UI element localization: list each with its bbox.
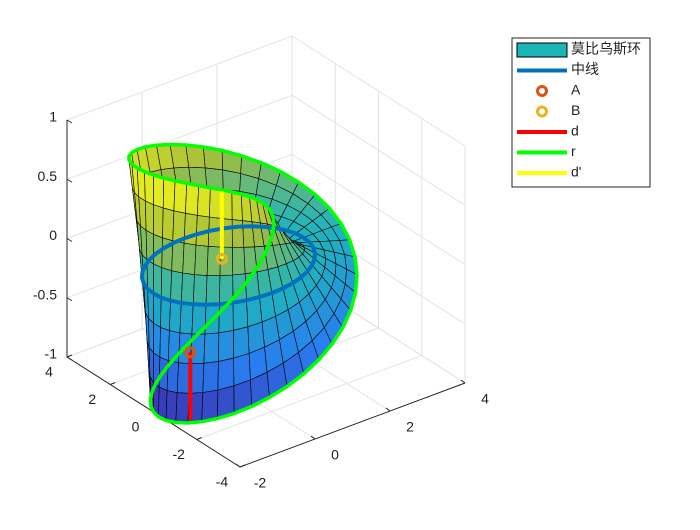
z-tick bbox=[66, 178, 73, 183]
y-tick bbox=[66, 354, 73, 358]
surface-patch bbox=[158, 386, 168, 421]
surface-patch bbox=[231, 191, 243, 222]
z-tick bbox=[66, 238, 73, 242]
y-tick bbox=[110, 382, 116, 385]
surface-patch bbox=[160, 297, 171, 332]
surface-patch bbox=[180, 272, 195, 305]
edge bbox=[127, 142, 359, 425]
z-tick-label: -0.5 bbox=[33, 286, 57, 302]
surface-patch bbox=[208, 187, 222, 219]
surface-patch bbox=[160, 267, 173, 302]
surface-patch bbox=[165, 390, 178, 423]
legend-label: d' bbox=[571, 164, 581, 180]
z-tick-label: 0.5 bbox=[38, 168, 58, 184]
surface-patch bbox=[144, 171, 154, 206]
surface-patch bbox=[218, 330, 234, 362]
surface-patch bbox=[148, 317, 154, 354]
y-tick bbox=[239, 464, 246, 468]
x-tick-label: 4 bbox=[481, 391, 489, 407]
z-tick bbox=[66, 297, 73, 302]
surface-patch bbox=[231, 219, 245, 248]
y-tick-label: -4 bbox=[216, 474, 229, 490]
legend-box bbox=[511, 37, 651, 188]
z-tick bbox=[66, 356, 73, 361]
x-tick-label: 2 bbox=[406, 419, 414, 435]
surface-patch bbox=[201, 389, 219, 423]
surface-patch bbox=[185, 182, 200, 216]
y-tick-label: 0 bbox=[132, 419, 140, 435]
surface-patch bbox=[173, 180, 188, 214]
surface-patch bbox=[162, 207, 175, 242]
z-tick-label: 1 bbox=[49, 109, 57, 125]
legend-swatch bbox=[536, 85, 548, 97]
legend-swatch bbox=[516, 42, 568, 58]
surface-patch bbox=[169, 300, 182, 334]
legend-label: d bbox=[571, 123, 579, 139]
x-tick-label: 0 bbox=[331, 447, 339, 463]
surface-patch bbox=[192, 274, 208, 306]
surface-patch bbox=[153, 204, 164, 239]
surface-patch bbox=[232, 326, 250, 359]
surface-patch bbox=[162, 177, 176, 212]
surface-patch bbox=[222, 169, 241, 192]
surface-patch bbox=[194, 244, 209, 276]
surface-patch bbox=[153, 174, 165, 209]
legend-label: r bbox=[571, 143, 576, 159]
x-tick bbox=[235, 463, 241, 468]
surface-patch bbox=[175, 392, 190, 424]
surface-patch bbox=[144, 200, 154, 235]
point bbox=[184, 346, 197, 359]
surface-patch bbox=[179, 302, 194, 335]
y-tick-label: -2 bbox=[173, 446, 186, 462]
legend-swatch bbox=[536, 105, 548, 118]
y-tick-label: 4 bbox=[45, 364, 53, 380]
legend-label: 中线 bbox=[571, 61, 599, 77]
x-tick bbox=[385, 407, 391, 412]
legend-label: 莫比乌斯环 bbox=[571, 41, 641, 57]
x-tick bbox=[310, 435, 316, 440]
surface-patch bbox=[170, 270, 184, 304]
y-tick bbox=[196, 437, 202, 440]
surface-patch bbox=[182, 242, 197, 275]
surface-patch bbox=[217, 357, 235, 391]
x-tick-label: -2 bbox=[254, 475, 267, 491]
legend-label: A bbox=[571, 82, 581, 98]
y-tick-label: 2 bbox=[88, 391, 96, 407]
surface-patch bbox=[203, 332, 220, 364]
z-tick bbox=[66, 119, 73, 124]
surface bbox=[128, 144, 358, 424]
surface-patch bbox=[205, 275, 221, 306]
surface-patch bbox=[202, 361, 219, 393]
point bbox=[215, 252, 228, 265]
x-tick bbox=[460, 379, 466, 384]
surface-patch bbox=[232, 247, 246, 276]
surface-patch bbox=[196, 185, 211, 218]
surface-patch bbox=[171, 240, 185, 274]
z-tick-label: 0 bbox=[49, 227, 57, 243]
surface-patch bbox=[153, 322, 161, 358]
legend-label: B bbox=[571, 102, 580, 118]
surface-patch bbox=[232, 299, 249, 331]
surface-patch bbox=[183, 212, 198, 246]
surface-patch bbox=[159, 326, 170, 361]
midline bbox=[139, 224, 318, 307]
grid-line bbox=[66, 35, 466, 147]
z-tick-label: -1 bbox=[45, 346, 58, 362]
